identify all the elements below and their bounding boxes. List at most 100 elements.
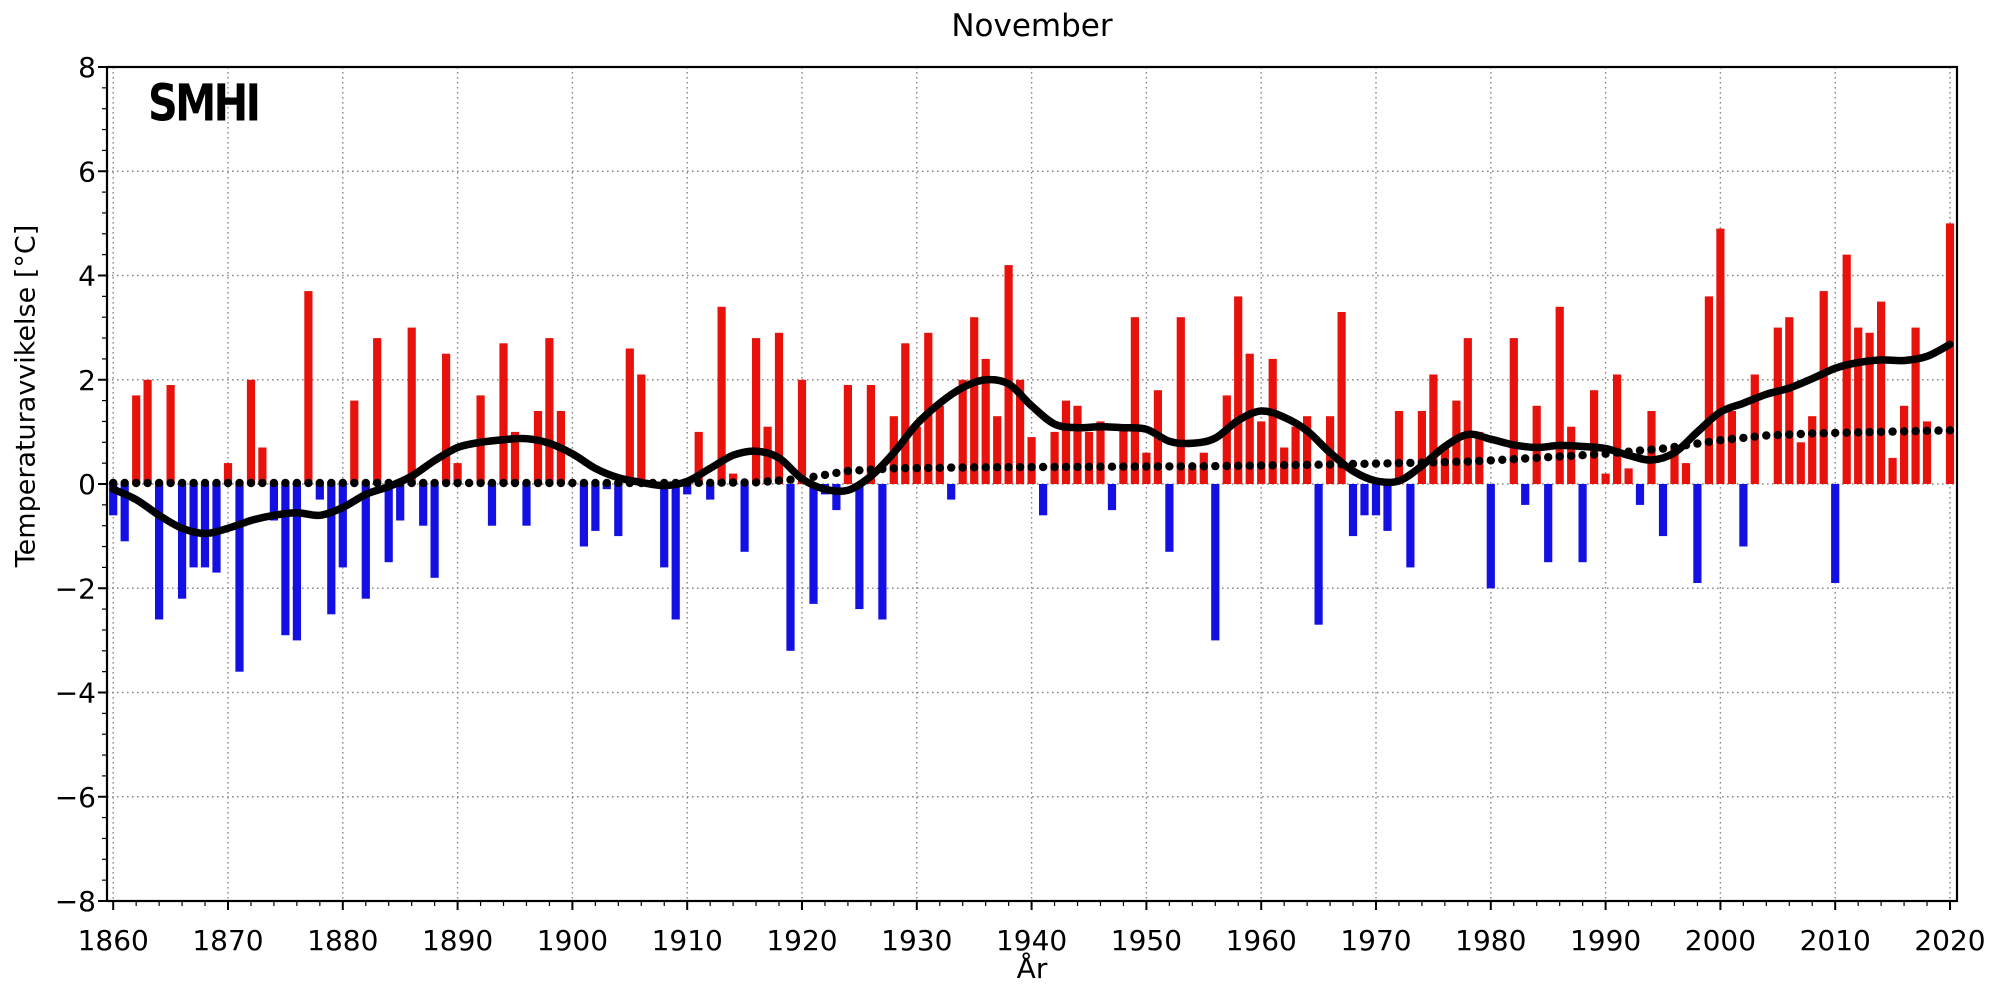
bar-1867 bbox=[189, 484, 198, 568]
bar-1870 bbox=[223, 463, 233, 484]
bar-1960 bbox=[1257, 421, 1266, 484]
bar-1975 bbox=[1429, 374, 1438, 484]
bar-1974 bbox=[1417, 411, 1426, 484]
bar-2013 bbox=[1865, 332, 1874, 484]
bar-1921 bbox=[809, 484, 818, 604]
bar-1872 bbox=[246, 379, 256, 485]
bar-2018 bbox=[1922, 421, 1932, 484]
y-tick-labels: 8 6 4 2 0 −2 −4 −6 −8 bbox=[55, 51, 96, 918]
bar-1934 bbox=[958, 379, 967, 485]
bar-1947 bbox=[1107, 484, 1117, 511]
bar-1943 bbox=[1061, 400, 1071, 484]
bar-1995 bbox=[1658, 484, 1668, 537]
bar-1887 bbox=[419, 484, 428, 526]
bar-1861 bbox=[120, 484, 129, 542]
bar-1897 bbox=[533, 411, 543, 484]
bar-1904 bbox=[614, 484, 623, 537]
bar-1862 bbox=[132, 395, 141, 484]
bar-1908 bbox=[660, 484, 669, 568]
y-tick--4: −4 bbox=[55, 677, 96, 710]
bar-1884 bbox=[384, 484, 393, 563]
bar-1968 bbox=[1348, 484, 1358, 537]
bar-1959 bbox=[1245, 353, 1254, 484]
anomaly-bars bbox=[109, 223, 1955, 672]
bar-2020 bbox=[1945, 223, 1955, 484]
bar-1935 bbox=[970, 317, 979, 484]
bar-1940 bbox=[1027, 437, 1036, 484]
bar-1945 bbox=[1084, 431, 1094, 484]
bar-2009 bbox=[1819, 291, 1828, 484]
bar-1886 bbox=[407, 327, 416, 484]
bar-1941 bbox=[1039, 484, 1048, 516]
bar-1881 bbox=[350, 400, 359, 484]
bar-1918 bbox=[774, 332, 784, 484]
bar-1885 bbox=[396, 484, 405, 521]
bar-1988 bbox=[1578, 484, 1587, 563]
bar-1916 bbox=[752, 338, 761, 484]
x-tick-1990: 1990 bbox=[1570, 924, 1641, 957]
bar-2000 bbox=[1716, 228, 1725, 484]
bar-1912 bbox=[706, 484, 715, 500]
x-tick-1960: 1960 bbox=[1226, 924, 1297, 957]
bar-1933 bbox=[947, 484, 956, 500]
bar-2006 bbox=[1785, 317, 1794, 484]
y-tick--6: −6 bbox=[55, 781, 96, 814]
bar-1860 bbox=[109, 484, 118, 516]
bar-2017 bbox=[1911, 327, 1920, 484]
bar-1893 bbox=[487, 484, 497, 526]
x-axis-label: År bbox=[1016, 952, 1048, 985]
bar-1969 bbox=[1360, 484, 1369, 516]
bar-1890 bbox=[453, 463, 462, 484]
bar-1894 bbox=[499, 343, 508, 484]
bar-1888 bbox=[430, 484, 439, 578]
bar-2011 bbox=[1842, 254, 1851, 484]
bar-1911 bbox=[694, 431, 703, 484]
x-tick-1920: 1920 bbox=[766, 924, 837, 957]
bar-1923 bbox=[832, 484, 841, 511]
x-tick-2010: 2010 bbox=[1800, 924, 1871, 957]
bar-1873 bbox=[258, 447, 267, 484]
bar-1901 bbox=[579, 484, 588, 547]
bar-1895 bbox=[510, 431, 520, 484]
bar-1927 bbox=[878, 484, 887, 620]
bar-1879 bbox=[327, 484, 336, 615]
bar-2001 bbox=[1727, 411, 1736, 484]
bar-1958 bbox=[1234, 296, 1243, 485]
bar-1938 bbox=[1004, 265, 1013, 484]
bar-1932 bbox=[935, 405, 944, 484]
bar-1883 bbox=[373, 338, 382, 484]
bar-2016 bbox=[1900, 405, 1909, 484]
bar-1972 bbox=[1394, 411, 1404, 484]
bar-1936 bbox=[981, 358, 990, 484]
x-tick-1970: 1970 bbox=[1340, 924, 1411, 957]
smoothed-anomaly-curve bbox=[109, 340, 1954, 538]
x-tick-1930: 1930 bbox=[881, 924, 952, 957]
x-tick-1890: 1890 bbox=[422, 924, 493, 957]
bar-1997 bbox=[1681, 463, 1691, 484]
bar-1942 bbox=[1050, 431, 1059, 484]
bar-1868 bbox=[200, 484, 210, 568]
bar-1906 bbox=[637, 374, 646, 484]
bar-1876 bbox=[292, 484, 301, 641]
bar-1889 bbox=[442, 353, 451, 484]
bar-1877 bbox=[304, 291, 313, 484]
x-tick-2020: 2020 bbox=[1914, 924, 1985, 957]
bar-1944 bbox=[1073, 405, 1082, 484]
bar-1878 bbox=[315, 484, 324, 500]
bar-1956 bbox=[1211, 484, 1220, 641]
bar-1999 bbox=[1704, 296, 1713, 485]
y-tick--8: −8 bbox=[55, 885, 96, 918]
bar-1871 bbox=[235, 484, 244, 672]
bar-2010 bbox=[1831, 484, 1840, 583]
x-tick-1950: 1950 bbox=[1111, 924, 1182, 957]
bar-2014 bbox=[1877, 301, 1886, 484]
bar-1990 bbox=[1601, 473, 1610, 484]
bar-1925 bbox=[855, 484, 864, 610]
bar-1983 bbox=[1521, 484, 1530, 505]
bar-1920 bbox=[797, 379, 807, 485]
bar-1910 bbox=[683, 484, 692, 495]
x-tick-1910: 1910 bbox=[652, 924, 723, 957]
chart-title: November bbox=[951, 8, 1113, 44]
x-tick-1870: 1870 bbox=[192, 924, 263, 957]
